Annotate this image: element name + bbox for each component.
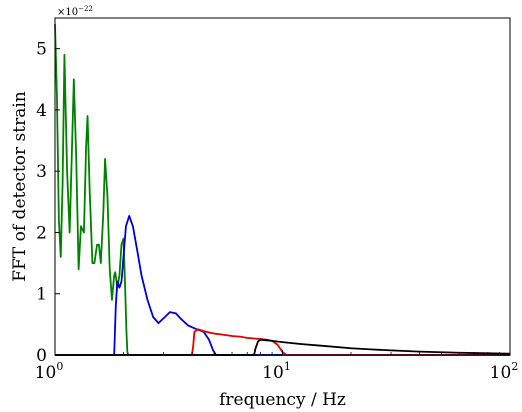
plot-frame	[54, 17, 511, 356]
ticks-layer: 0 1 2 3 4 5 100 101 102	[35, 40, 519, 383]
y-multiplier-label: ×10−22	[57, 5, 93, 18]
x-tick-label: 100	[35, 360, 64, 383]
x-axis-label: frequency / Hz	[219, 390, 346, 410]
series-layer	[54, 24, 511, 356]
y-tick-label: 2	[36, 223, 47, 243]
series-line-1	[54, 24, 283, 356]
series-line-3	[55, 328, 510, 356]
series-line-2	[55, 215, 510, 356]
y-tick-label: 1	[36, 285, 47, 305]
y-tick-label: 4	[36, 101, 47, 121]
x-tick-label: 101	[262, 360, 291, 383]
y-tick-label: 5	[36, 40, 47, 60]
y-tick-label: 0	[36, 346, 47, 366]
x-tick-label: 102	[490, 360, 519, 383]
y-tick-label: 3	[36, 162, 47, 182]
y-axis-label: FFT of detector strain	[10, 91, 30, 281]
